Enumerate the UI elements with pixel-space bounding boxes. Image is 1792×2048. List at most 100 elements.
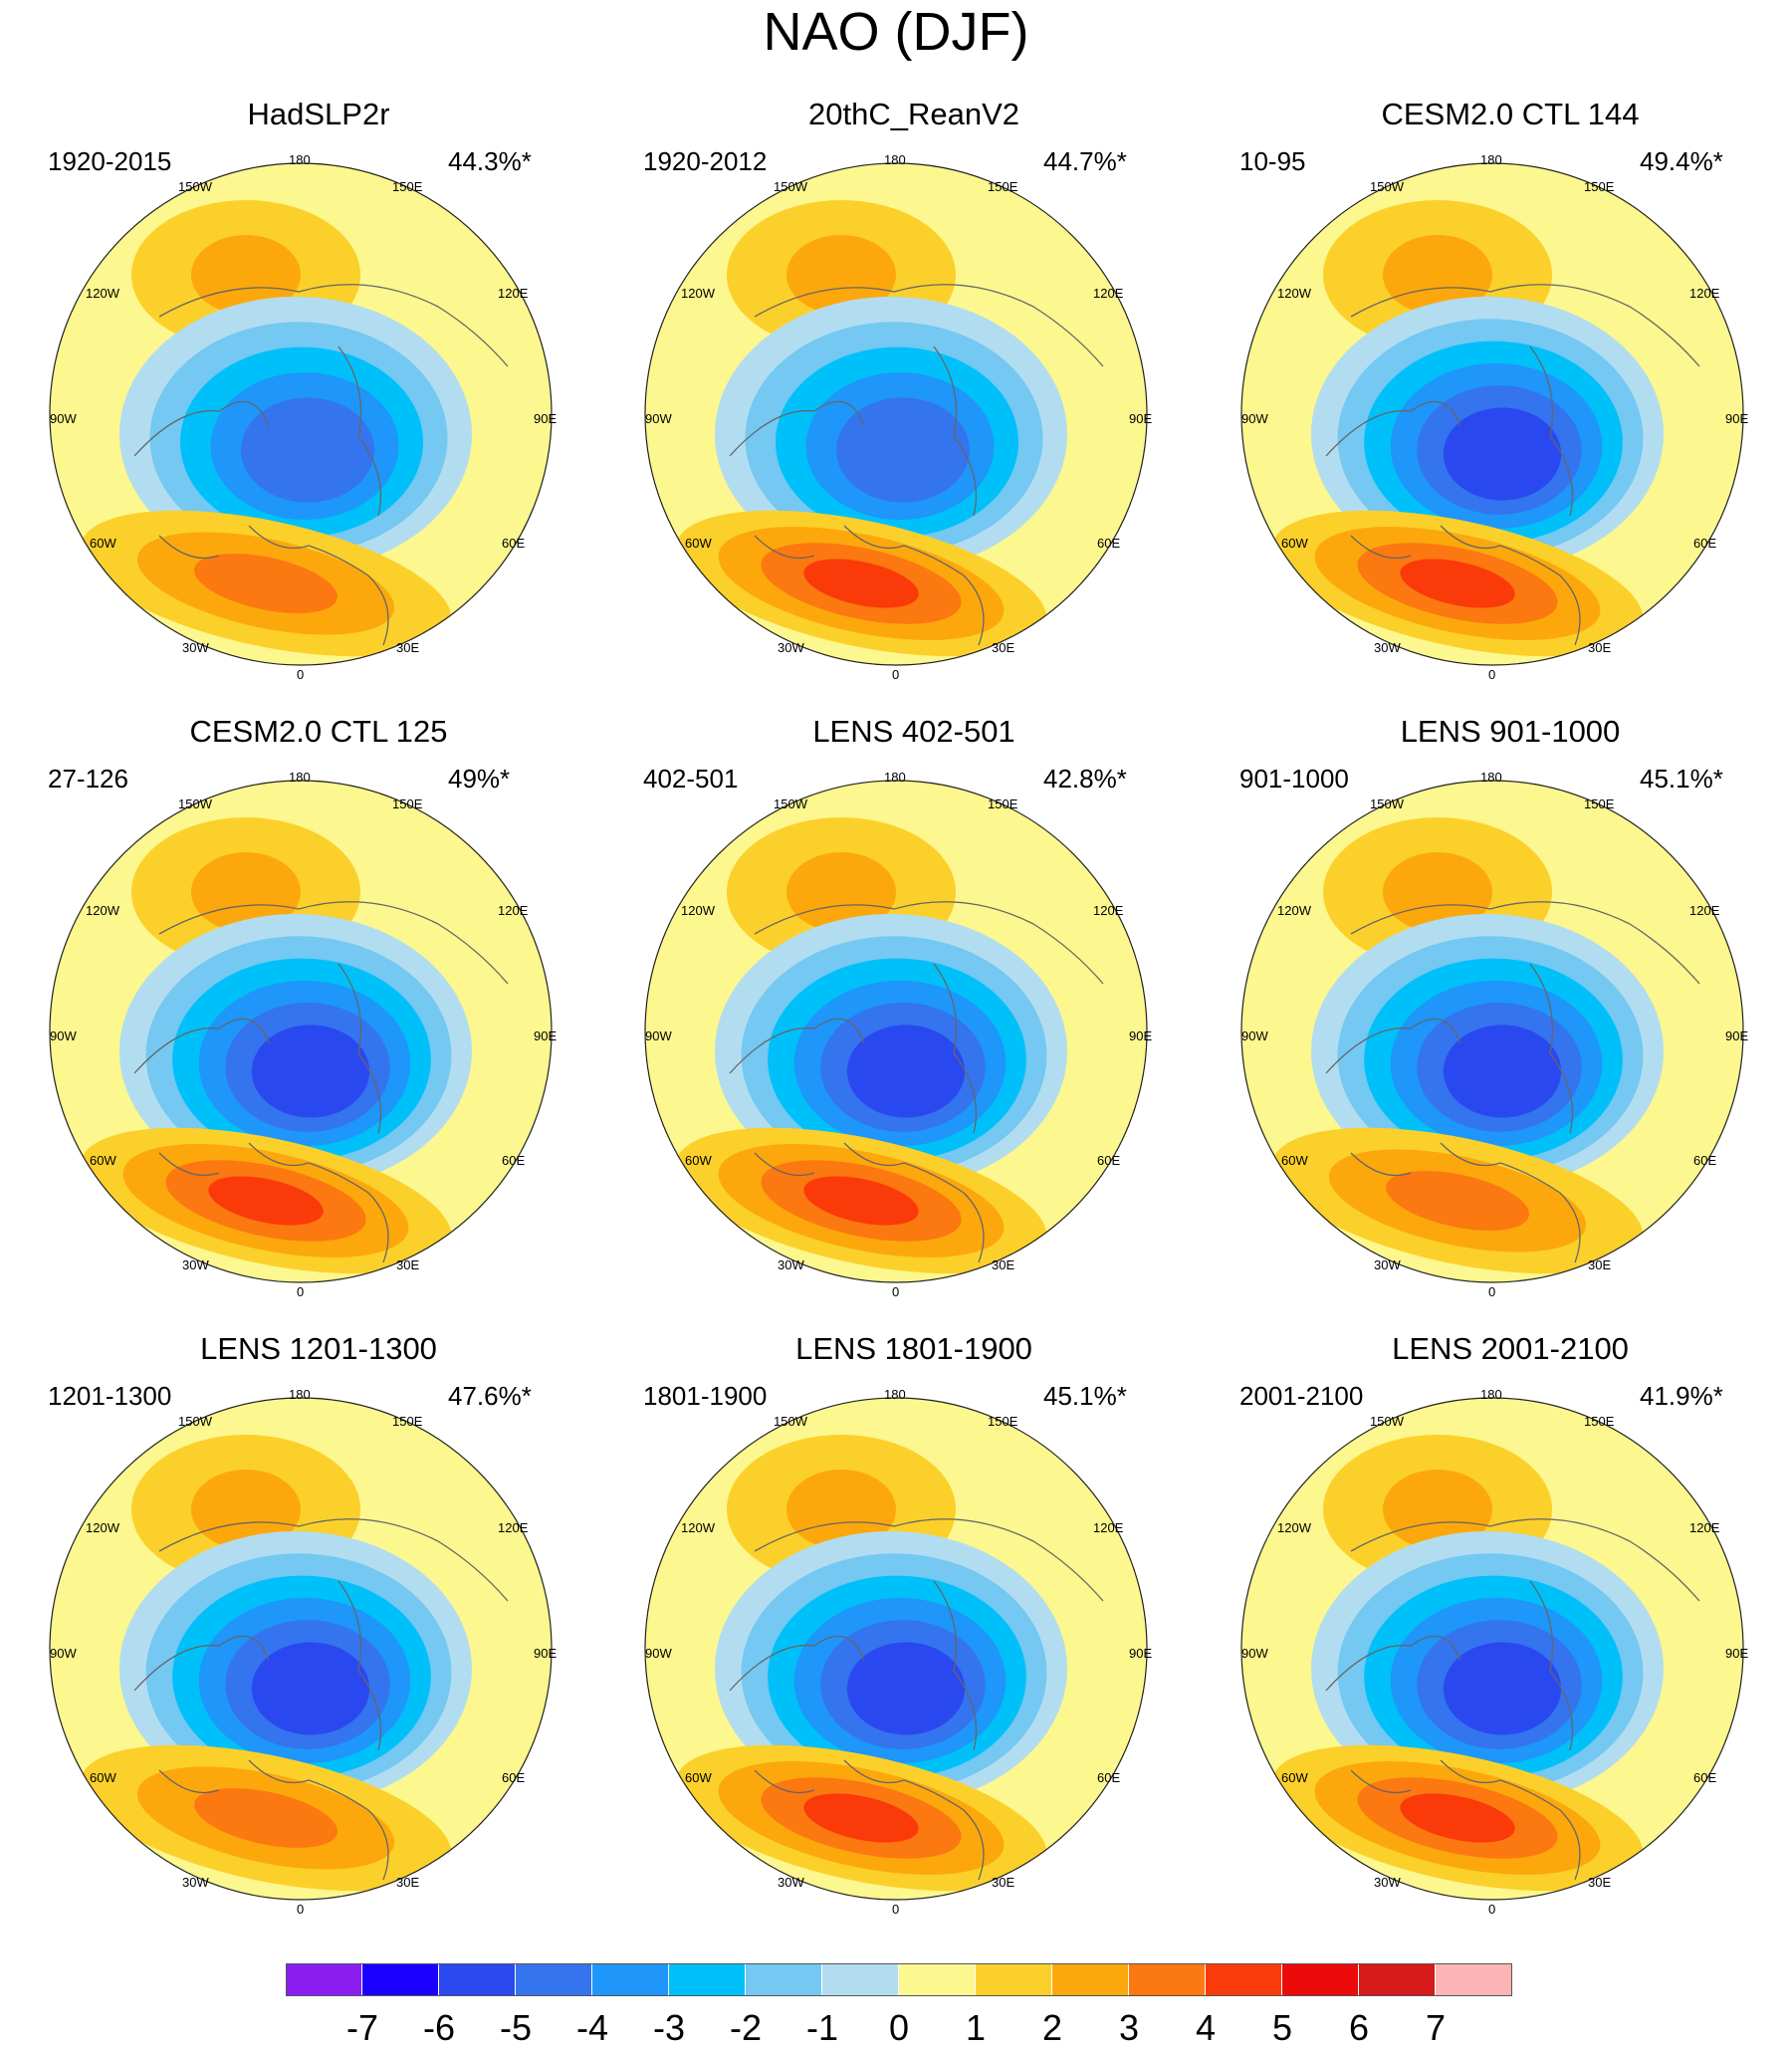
- polar-map: [1240, 1397, 1744, 1901]
- coastline: [1350, 284, 1700, 367]
- atlantic-anomaly-contour: [1400, 559, 1515, 608]
- arctic-anomaly-contour: [866, 422, 946, 486]
- longitude-label: 120W: [681, 286, 715, 301]
- arctic-anomaly-contour: [1469, 1046, 1541, 1104]
- longitude-label: 60W: [90, 1770, 116, 1785]
- map-panel: LENS 901-1000 901-1000 45.1%* 180 150W 150E 12…: [1232, 715, 1792, 1332]
- panel-variance: 45.1%*: [1043, 1381, 1127, 1411]
- colorbar-tick-label: 3: [1118, 2007, 1140, 2048]
- coastline: [1325, 1635, 1461, 1692]
- panel-period: 10-95: [1239, 146, 1306, 176]
- panel-variance: 49.4%*: [1640, 146, 1723, 176]
- longitude-label: 120E: [498, 1520, 529, 1535]
- longitude-label: 30W: [778, 640, 804, 655]
- longitude-label: 120W: [86, 903, 119, 918]
- colorbar-swatch: [1052, 1963, 1129, 1996]
- coastline: [158, 1152, 220, 1177]
- panel-period: 1201-1300: [48, 1381, 172, 1411]
- map-panel: LENS 402-501 402-501 42.8%* 180 150W 150E 120W…: [635, 715, 1213, 1332]
- colorbar-swatch: [746, 1963, 822, 1996]
- longitude-label: 90W: [1241, 1028, 1268, 1043]
- longitude-label: 180: [884, 770, 906, 785]
- panel-period: 402-501: [643, 764, 739, 794]
- longitude-label: 180: [884, 1387, 906, 1402]
- map-boundary: [1240, 1397, 1744, 1901]
- polar-map: [1240, 162, 1744, 666]
- map-boundary: [1240, 162, 1744, 666]
- longitude-label: 90E: [534, 411, 558, 426]
- panel-variance: 47.6%*: [448, 1381, 532, 1411]
- longitude-label: 60E: [502, 1770, 526, 1785]
- figure-title: NAO (DJF): [763, 2, 1029, 62]
- colorbar-swatch: [822, 1963, 899, 1996]
- longitude-label: 0: [892, 1284, 900, 1299]
- coastline: [1325, 400, 1461, 457]
- colorbar-tick-label: 5: [1271, 2007, 1293, 2048]
- longitude-label: 0: [1488, 1284, 1496, 1299]
- pacific-anomaly-contour: [786, 852, 896, 932]
- longitude-label: 150E: [392, 1414, 423, 1429]
- arctic-anomaly-contour: [873, 1664, 945, 1721]
- coastline: [1350, 1518, 1700, 1602]
- coastline: [133, 1635, 270, 1692]
- colorbar-frame: [286, 1963, 1512, 1996]
- panel-period: 2001-2100: [1239, 1381, 1364, 1411]
- map-boundary: [644, 780, 1148, 1283]
- longitude-label: 60W: [685, 536, 712, 551]
- panel-title: LENS 402-501: [812, 714, 1015, 749]
- panel-title: 20thC_ReanV2: [808, 97, 1019, 131]
- pacific-anomaly-contour: [786, 235, 896, 315]
- colorbar-tick-label: -1: [805, 2007, 838, 2048]
- longitude-label: 120W: [1277, 903, 1311, 918]
- longitude-label: 90W: [645, 1028, 672, 1043]
- longitude-label: 90E: [1129, 1646, 1153, 1661]
- coastline: [933, 345, 978, 517]
- polar-map: [1240, 780, 1744, 1283]
- coastline: [1529, 345, 1574, 517]
- longitude-label: 60W: [1281, 1770, 1308, 1785]
- longitude-label: 180: [289, 1387, 311, 1402]
- longitude-label: 30E: [1588, 640, 1612, 655]
- coastline: [158, 1518, 509, 1602]
- polar-map: [644, 162, 1148, 666]
- longitude-label: 120E: [1093, 1520, 1124, 1535]
- colorbar-tick-label: -2: [729, 2007, 762, 2048]
- longitude-label: 30W: [778, 1875, 804, 1890]
- panel-variance: 44.7%*: [1043, 146, 1127, 176]
- map-panel: LENS 2001-2100 2001-2100 41.9%* 180 150W 150E…: [1232, 1332, 1792, 1949]
- coastline: [337, 963, 382, 1134]
- arctic-anomaly-contour: [1469, 429, 1541, 487]
- polar-map: [49, 162, 553, 666]
- coastline: [1440, 525, 1581, 646]
- coastline: [729, 1635, 865, 1692]
- longitude-label: 150W: [178, 179, 212, 194]
- longitude-label: 60W: [685, 1770, 712, 1785]
- colorbar-tick-label: 4: [1195, 2007, 1217, 2048]
- longitude-label: 150W: [1370, 179, 1404, 194]
- longitude-label: 90E: [534, 1028, 558, 1043]
- map-panel: CESM2.0 CTL 125 27-126 49%* 180 150W 150E 120W…: [40, 715, 617, 1332]
- longitude-label: 60E: [1693, 1153, 1717, 1168]
- longitude-label: 150E: [988, 179, 1018, 194]
- colorbar-swatch: [1206, 1963, 1282, 1996]
- longitude-label: 60E: [1097, 1153, 1121, 1168]
- panel-variance: 49%*: [448, 764, 511, 794]
- longitude-label: 30W: [1374, 1875, 1401, 1890]
- longitude-label: 90E: [1129, 411, 1153, 426]
- atlantic-anomaly-contour: [803, 1176, 919, 1226]
- longitude-label: 60E: [1097, 1770, 1121, 1785]
- panel-title: LENS 1201-1300: [200, 1331, 437, 1366]
- coastline: [1350, 1769, 1412, 1794]
- colorbar-swatch: [362, 1963, 439, 1996]
- longitude-label: 150E: [1584, 179, 1615, 194]
- polar-map: [644, 1397, 1148, 1901]
- coastline: [1440, 1142, 1581, 1263]
- coastline: [133, 400, 270, 457]
- coastline: [1440, 1759, 1581, 1881]
- coastline: [1350, 901, 1700, 985]
- atlantic-anomaly-contour: [208, 1176, 324, 1226]
- colorbar-swatch: [1359, 1963, 1436, 1996]
- colorbar-tick-label: 2: [1041, 2007, 1063, 2048]
- longitude-label: 180: [289, 152, 311, 167]
- pacific-anomaly-contour: [191, 852, 301, 932]
